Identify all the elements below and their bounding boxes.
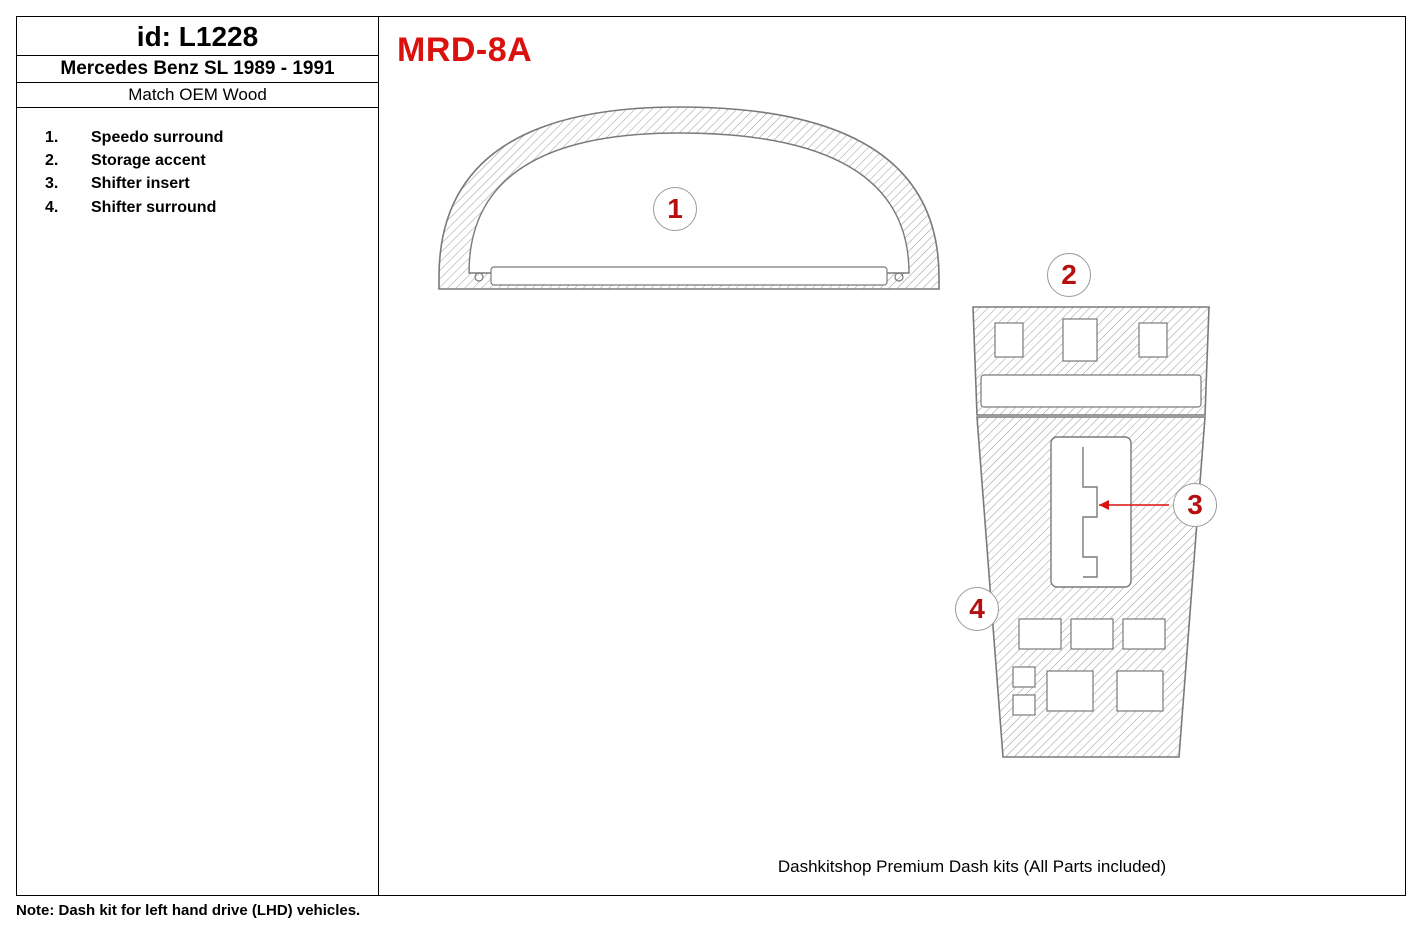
product-id: id: L1228 — [17, 17, 378, 55]
part-number: 2. — [45, 149, 91, 172]
vehicle-name: Mercedes Benz SL 1989 - 1991 — [17, 55, 378, 82]
sidebar-header: id: L1228 Mercedes Benz SL 1989 - 1991 M… — [17, 17, 378, 108]
footnote: Note: Dash kit for left hand drive (LHD)… — [16, 902, 360, 919]
parts-list-item: 3. Shifter insert — [45, 172, 368, 195]
main-diagram-area: MRD-8A — [379, 17, 1405, 895]
parts-list: 1. Speedo surround 2. Storage accent 3. … — [17, 108, 378, 229]
part-speedo-surround — [419, 87, 979, 307]
part-console-group — [939, 287, 1239, 787]
sidebar: id: L1228 Mercedes Benz SL 1989 - 1991 M… — [17, 17, 379, 895]
callout-number: 3 — [1187, 489, 1203, 521]
part-label: Shifter surround — [91, 196, 216, 219]
callout-badge: 2 — [1047, 253, 1091, 297]
part-label: Shifter insert — [91, 172, 190, 195]
dash-kit-diagram — [379, 17, 1407, 897]
outer-frame: id: L1228 Mercedes Benz SL 1989 - 1991 M… — [16, 16, 1406, 896]
callout-number: 2 — [1061, 259, 1077, 291]
parts-list-item: 2. Storage accent — [45, 149, 368, 172]
part-number: 4. — [45, 196, 91, 219]
part-label: Storage accent — [91, 149, 206, 172]
callout-badge: 4 — [955, 587, 999, 631]
parts-list-item: 4. Shifter surround — [45, 196, 368, 219]
part-label: Speedo surround — [91, 126, 223, 149]
callout-badge: 3 — [1173, 483, 1217, 527]
part-number: 3. — [45, 172, 91, 195]
callout-number: 4 — [969, 593, 985, 625]
part-number: 1. — [45, 126, 91, 149]
footer-caption: Dashkitshop Premium Dash kits (All Parts… — [379, 857, 1405, 877]
callout-badge: 1 — [653, 187, 697, 231]
parts-list-item: 1. Speedo surround — [45, 126, 368, 149]
callout-number: 1 — [667, 193, 683, 225]
match-line: Match OEM Wood — [17, 82, 378, 107]
